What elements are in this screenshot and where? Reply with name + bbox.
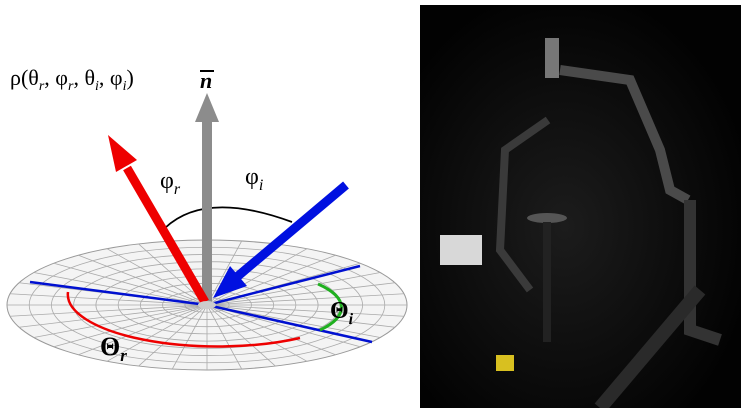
normal-arrow bbox=[202, 120, 212, 302]
reflected-arrowhead bbox=[108, 135, 137, 172]
light-source bbox=[440, 235, 482, 265]
phi-i-label: φi bbox=[245, 164, 263, 194]
page: ρ(θr, φr, θi, φi) n φr φi Θi Θr (() => {… bbox=[0, 0, 741, 408]
phi-arc bbox=[165, 207, 292, 228]
brdf-formula: ρ(θr, φr, θi, φi) bbox=[10, 65, 134, 94]
symbol: Θ bbox=[330, 298, 349, 324]
formula-part: ρ(θ bbox=[10, 65, 39, 90]
formula-part: , φ bbox=[99, 65, 123, 90]
formula-part: , φ bbox=[44, 65, 68, 90]
phi-r-label: φr bbox=[160, 168, 181, 198]
sample-stage bbox=[527, 213, 567, 223]
camera bbox=[545, 38, 559, 78]
formula-part: ) bbox=[126, 65, 133, 90]
symbol: φ bbox=[245, 164, 259, 190]
figure: ρ(θr, φr, θi, φi) n φr φi Θi Θr bbox=[0, 0, 741, 408]
formula-part: , θ bbox=[73, 65, 95, 90]
symbol: Θ bbox=[100, 332, 120, 361]
normal-label: n bbox=[200, 68, 212, 93]
symbol: φ bbox=[160, 168, 174, 194]
sub: i bbox=[259, 177, 263, 194]
switch-box bbox=[496, 355, 514, 371]
sample-post bbox=[543, 222, 551, 342]
sub: r bbox=[174, 181, 181, 198]
normal-arrowhead bbox=[195, 93, 219, 122]
sub: i bbox=[349, 311, 354, 328]
sub: r bbox=[120, 346, 127, 365]
gonioreflectometer-photo bbox=[420, 5, 741, 408]
surface-point bbox=[198, 301, 216, 309]
